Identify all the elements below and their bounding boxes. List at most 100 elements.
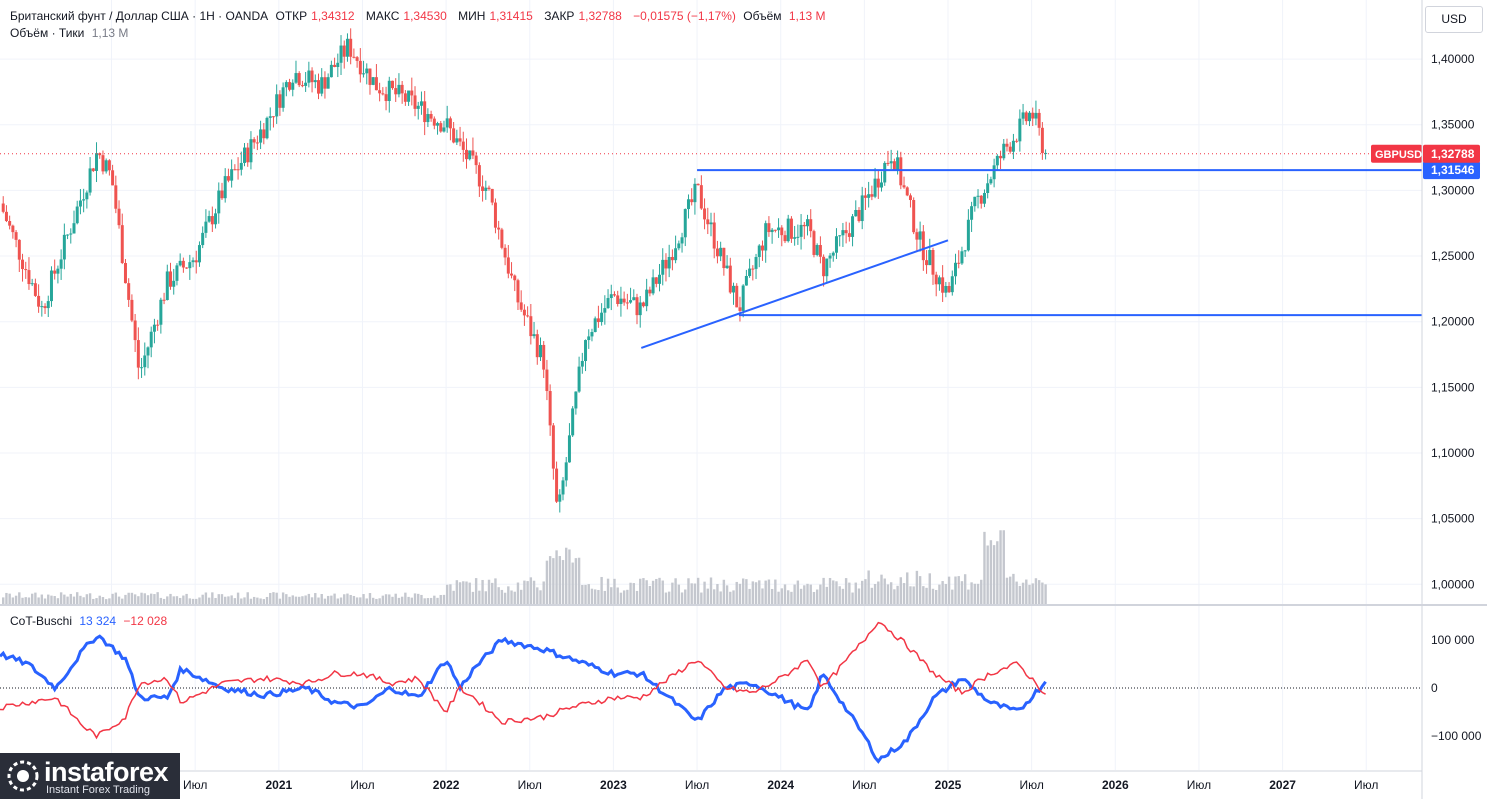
candle-body — [400, 84, 404, 94]
candle-body — [973, 196, 977, 207]
volume-bar — [336, 598, 340, 604]
candle-body — [474, 155, 478, 166]
volume-bar — [117, 596, 121, 604]
time-tick-label: Июл — [1187, 778, 1211, 792]
volume-bar — [529, 577, 533, 604]
candle-body — [992, 165, 996, 180]
candle-body — [770, 229, 774, 233]
volume-bar — [468, 582, 471, 604]
volume-bar — [725, 585, 729, 604]
candle-body — [609, 294, 613, 299]
time-tick-label: Июл — [183, 778, 207, 792]
volume-bar — [642, 578, 645, 604]
candle-body — [436, 123, 440, 126]
candle-body — [699, 185, 703, 209]
candle-body — [384, 94, 388, 102]
volume-bar — [825, 586, 829, 604]
volume-bar — [600, 576, 603, 604]
volume-bar — [587, 584, 590, 604]
volume-bar — [43, 598, 47, 604]
horizontal-levels[interactable]: 1,31546 GBPUSD 1,32788 — [0, 144, 1480, 349]
volume-bar — [5, 592, 8, 604]
candle-body — [976, 195, 980, 197]
volume-bar — [989, 540, 993, 604]
volume-bar — [101, 597, 105, 604]
volume-bar — [137, 596, 140, 604]
candle-body — [365, 68, 369, 74]
volume-bar — [867, 570, 870, 604]
volume-bar — [622, 590, 626, 604]
candle-body — [239, 162, 243, 170]
volume-bar — [645, 580, 648, 604]
volume-indicator-label: Объём · Тики — [10, 26, 85, 40]
volume-bar — [877, 581, 880, 604]
volume-bar — [793, 584, 796, 604]
volume-bar — [635, 590, 639, 604]
candle-body — [329, 64, 333, 78]
volume-bar — [162, 598, 166, 604]
volume-bar — [1037, 580, 1041, 604]
open-value: 1,34312 — [311, 9, 355, 23]
volume-bar — [651, 580, 655, 604]
candle-body — [500, 229, 504, 248]
volume-bar — [439, 594, 442, 604]
volume-bar — [474, 578, 478, 604]
volume-bar — [375, 598, 378, 604]
candle-body — [497, 227, 501, 230]
candle-body — [259, 129, 263, 143]
volume-bar — [986, 545, 989, 604]
low-value: 1,31415 — [489, 9, 533, 23]
time-tick-label: Июл — [1019, 778, 1043, 792]
candle-body — [207, 216, 211, 222]
candle-body — [378, 90, 382, 94]
candle-body — [1008, 146, 1012, 152]
candle-body — [889, 161, 893, 164]
candle-body — [847, 233, 851, 237]
volume-bar — [999, 530, 1002, 604]
volume-bar — [658, 577, 661, 604]
candle-body — [217, 190, 221, 214]
candle-body — [43, 306, 47, 309]
currency-button[interactable]: USD — [1425, 6, 1483, 33]
volume-bar — [597, 589, 600, 604]
volume-bar — [82, 597, 85, 604]
volume-bar — [140, 592, 143, 604]
candle-body — [362, 73, 366, 75]
volume-bar — [967, 589, 970, 604]
volume-bar — [1031, 583, 1034, 604]
candle-body — [66, 234, 70, 236]
volume-bar — [449, 584, 452, 604]
candle-body — [394, 88, 398, 95]
candle-body — [555, 468, 559, 502]
candle-body — [767, 223, 771, 233]
candle-body — [310, 70, 314, 83]
volume-bar — [761, 588, 764, 604]
volume-bar — [72, 596, 76, 604]
candle-body — [851, 216, 855, 237]
cot-name: CoT-Buschi — [10, 614, 73, 628]
volume-bar — [281, 592, 285, 604]
volume-bar — [770, 588, 774, 604]
volume-bar — [27, 597, 31, 604]
volume-bar — [510, 590, 513, 604]
candle-body — [728, 265, 732, 293]
candle-body — [516, 280, 520, 303]
volume-bar — [1044, 584, 1047, 604]
volume-bar — [417, 593, 420, 604]
volume-indicator-value: 1,13 M — [91, 26, 129, 40]
volume-bar — [523, 580, 526, 604]
volume-bar — [243, 597, 246, 604]
volume-bar — [175, 596, 179, 604]
volume-bar — [420, 594, 423, 604]
candle-body — [21, 259, 25, 270]
volume-bar — [655, 578, 658, 604]
volume-bar — [85, 594, 89, 604]
candle-body — [683, 209, 687, 238]
cot-legend: CoT-Buschi 13 324 −12 028 — [10, 614, 171, 629]
cot-tick-label: −100 000 — [1431, 729, 1482, 743]
volume-bar — [777, 591, 780, 604]
volume-bar — [787, 590, 790, 604]
candle-body — [735, 285, 739, 308]
volume-bar — [426, 598, 430, 604]
